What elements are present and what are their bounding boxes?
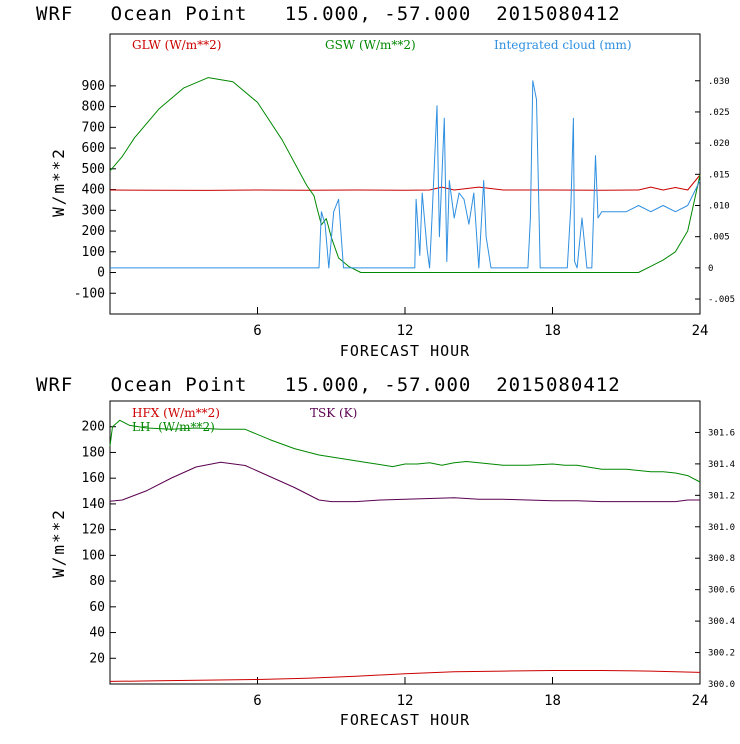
chart-2-series-lh [109, 419, 701, 483]
chart-2-y2-tick-label: 300.4 [708, 617, 735, 627]
chart-2-x-axis-label: FORECAST HOUR [340, 711, 470, 729]
chart-1-y2-tick-label: .005 [708, 233, 730, 243]
chart-1-series-glw [109, 174, 701, 191]
chart-2-y-tick-label: 200 [82, 420, 105, 435]
chart-1-y-tick-label: 800 [82, 100, 105, 115]
chart-2-y2-tick-label: 301.4 [708, 460, 735, 470]
chart-2-y-tick-label: 180 [82, 445, 105, 460]
chart-2-y-tick-label: 60 [89, 600, 105, 615]
chart-2-y-tick-label: 160 [82, 471, 105, 486]
chart-1-y2-tick-label: .030 [708, 77, 730, 87]
chart-1-x-tick-label: 12 [397, 323, 414, 339]
chart-1-series-gsw [109, 77, 701, 273]
chart-1-y2-tick-label: .015 [708, 170, 730, 180]
chart-2-y2-tick-label: 300.8 [708, 554, 735, 564]
chart-1-y2-tick-label: .025 [708, 108, 730, 118]
chart-2-x-tick-label: 24 [692, 693, 709, 709]
chart-2-y2-tick-label: 300.6 [708, 586, 735, 596]
chart-2-y2-tick-label: 301.6 [708, 428, 735, 438]
chart-2-y-tick-label: 80 [89, 574, 105, 589]
chart-2-x-tick-label: 12 [397, 693, 414, 709]
chart-1-title: WRF Ocean Point 15.000, -57.000 20150804… [36, 3, 621, 25]
chart-2-legend-hfx: HFX (W/m**2) [132, 406, 220, 420]
chart-1-x-axis-label: FORECAST HOUR [340, 342, 470, 360]
chart-1-y-tick-label: 300 [82, 203, 105, 218]
chart-1-y-tick-label: 400 [82, 183, 105, 198]
chart-2-y-tick-label: 20 [89, 651, 105, 666]
chart-1-y-tick-label: -100 [74, 286, 105, 301]
chart-1-y2-tick-label: .020 [708, 139, 730, 149]
chart-2-x-tick-label: 6 [253, 693, 261, 709]
chart-1-legend-cloud: Integrated cloud (mm) [494, 38, 632, 52]
chart-1-y-tick-label: 0 [97, 266, 105, 281]
chart-2-legend-lh: LH (W/m**2) [132, 420, 215, 434]
chart-1-legend-gsw: GSW (W/m**2) [325, 38, 416, 52]
chart-1-y-tick-label: 900 [82, 79, 105, 94]
chart-1-y-tick-label: 100 [82, 245, 105, 260]
chart-1-x-tick-label: 6 [253, 323, 261, 339]
chart-2-y-tick-label: 120 [82, 523, 105, 538]
chart-1-x-tick-label: 18 [544, 323, 561, 339]
chart-1-y-tick-label: 500 [82, 162, 105, 177]
chart-1-y2-tick-label: -.005 [708, 295, 735, 305]
chart-1-y-axis-label: W/m**2 [49, 147, 68, 217]
chart-2-y2-tick-label: 301.2 [708, 491, 735, 501]
chart-1: WRF Ocean Point 15.000, -57.000 20150804… [36, 3, 735, 360]
chart-2-series-tsk [109, 461, 700, 503]
chart-2-y2-tick-label: 300.2 [708, 649, 735, 659]
chart-1-x-tick-label: 24 [692, 323, 709, 339]
chart-2-y-tick-label: 100 [82, 548, 105, 563]
chart-1-y-tick-label: 700 [82, 120, 105, 135]
chart-2-y2-tick-label: 300.0 [708, 680, 735, 690]
chart-2-title: WRF Ocean Point 15.000, -57.000 20150804… [36, 374, 621, 396]
chart-2-series-hfx [109, 670, 701, 682]
chart-2-y-tick-label: 40 [89, 626, 105, 641]
chart-2-legend-tsk: TSK (K) [310, 406, 357, 420]
chart-1-y-tick-label: 600 [82, 141, 105, 156]
chart-2-plot-frame [109, 400, 701, 685]
chart-1-y2-tick-label: 0 [708, 264, 713, 274]
chart-2-y2-tick-label: 301.0 [708, 523, 735, 533]
chart-2-x-tick-label: 18 [544, 693, 561, 709]
chart-2-y-tick-label: 140 [82, 497, 105, 512]
chart-1-legend-glw: GLW (W/m**2) [132, 38, 221, 52]
chart-2: WRF Ocean Point 15.000, -57.000 20150804… [36, 374, 735, 729]
chart-1-y-tick-label: 200 [82, 224, 105, 239]
chart-1-series-integrated-cloud [110, 80, 701, 269]
chart-1-y2-tick-label: .010 [708, 201, 730, 211]
chart-2-y-axis-label: W/m**2 [49, 508, 68, 578]
